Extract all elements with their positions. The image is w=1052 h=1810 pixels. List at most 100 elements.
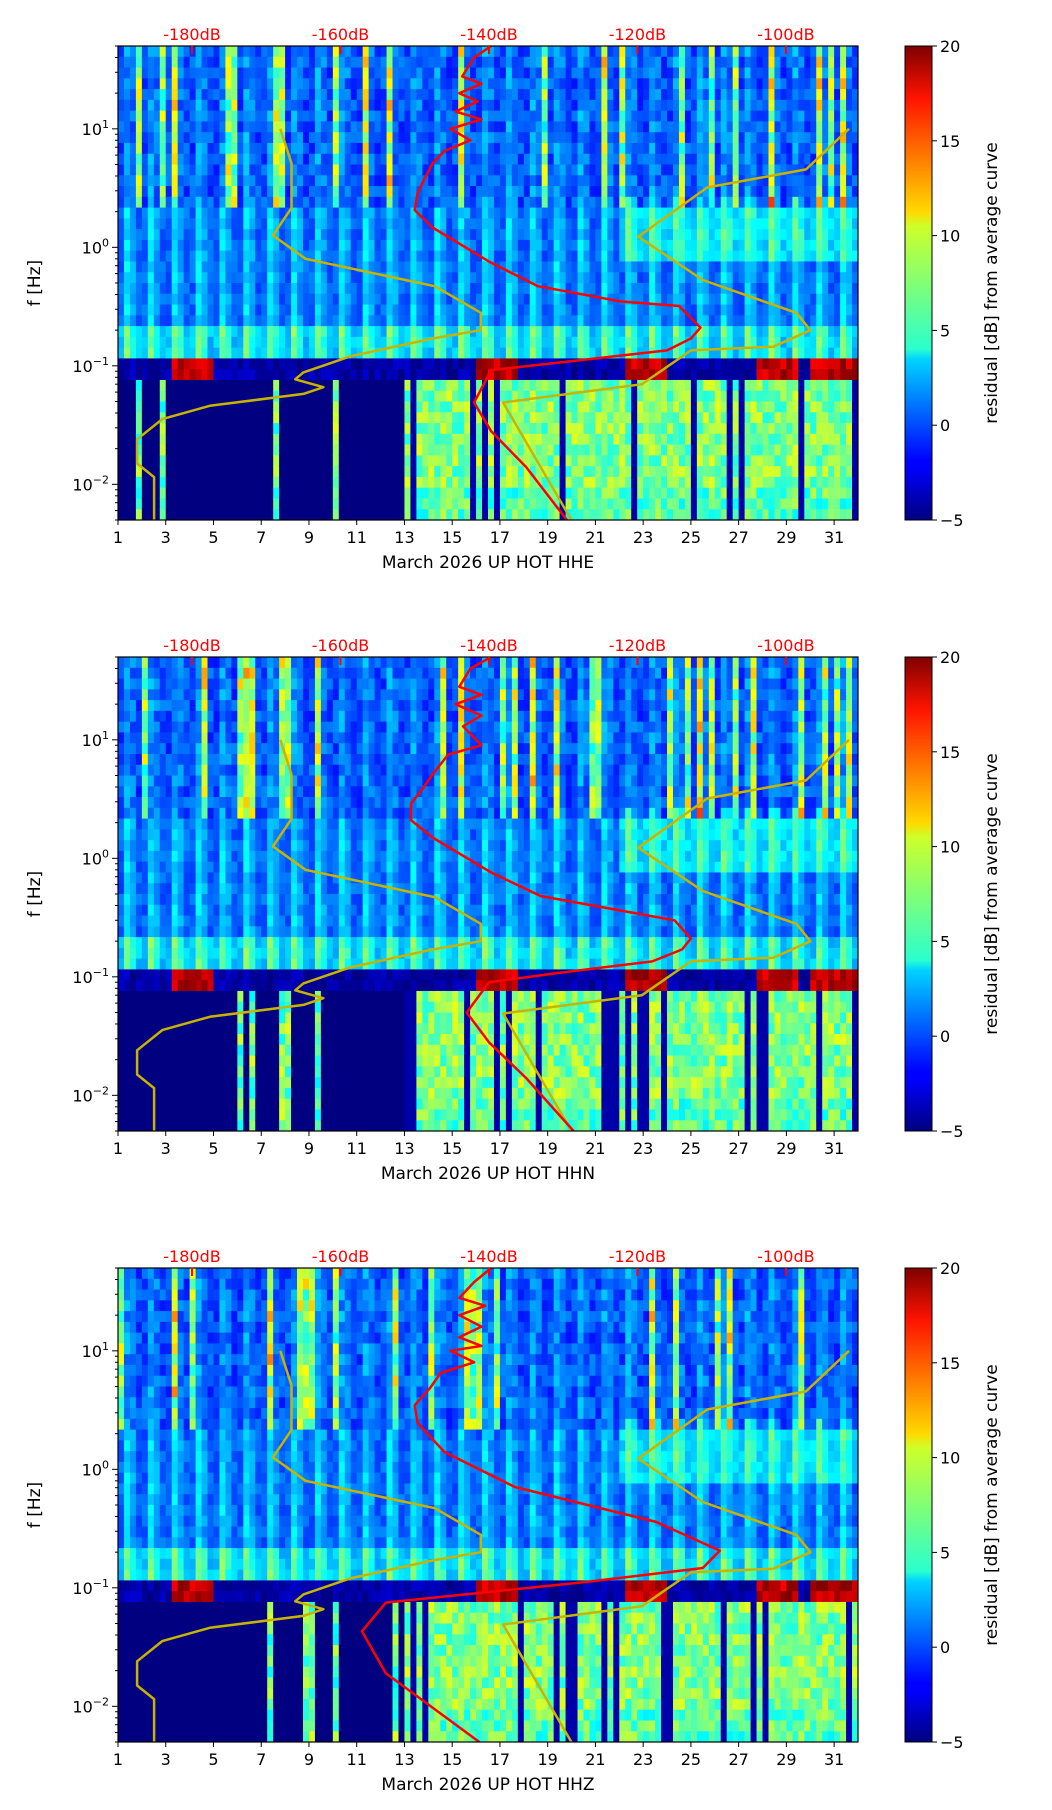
spectrogram-cell — [566, 165, 573, 176]
spectrogram-cell — [619, 132, 626, 143]
spectrogram-cell — [619, 261, 626, 272]
spectrogram-cell — [160, 369, 167, 380]
spectrogram-cell — [184, 78, 191, 89]
spectrogram-cell — [578, 186, 585, 197]
spectrogram-cell — [667, 412, 674, 423]
spectrogram-cell — [428, 111, 435, 122]
spectrogram-cell — [691, 132, 698, 143]
spectrogram-cell — [566, 121, 573, 132]
spectrogram-cell — [536, 251, 543, 262]
spectrogram-cell — [363, 46, 370, 57]
spectrogram-cell — [709, 261, 716, 272]
spectrogram-cell — [613, 197, 620, 208]
spectrogram-cell — [673, 369, 680, 380]
spectrogram-cell — [202, 229, 209, 240]
spectrogram-cell — [369, 100, 376, 111]
spectrogram-cell — [291, 358, 298, 369]
spectrogram-cell — [267, 143, 274, 154]
spectrogram-cell — [727, 498, 734, 509]
spectrogram-cell — [225, 175, 232, 186]
spectrogram-cell — [583, 261, 590, 272]
spectrogram-cell — [154, 272, 161, 283]
spectrogram-cell — [589, 455, 596, 466]
spectrogram-cell — [703, 369, 710, 380]
spectrogram-cell — [458, 466, 465, 477]
spectrogram-cell — [291, 68, 298, 79]
spectrogram-cell — [130, 89, 137, 100]
spectrogram-cell — [739, 57, 746, 68]
spectrogram-cell — [733, 218, 740, 229]
spectrogram-cell — [255, 78, 262, 89]
spectrogram-cell — [410, 412, 417, 423]
spectrogram-cell — [715, 445, 722, 456]
spectrogram-cell — [208, 186, 215, 197]
spectrogram-cell — [518, 380, 525, 391]
spectrogram-cell — [160, 154, 167, 165]
spectrogram-cell — [721, 477, 728, 488]
spectrogram-cell — [387, 111, 394, 122]
spectrogram-cell — [124, 208, 131, 219]
spectrogram-cell — [291, 348, 298, 359]
spectrogram-cell — [631, 208, 638, 219]
spectrogram-cell — [613, 272, 620, 283]
spectrogram-cell — [578, 154, 585, 165]
spectrogram-cell — [595, 402, 602, 413]
spectrogram-cell — [339, 89, 346, 100]
spectrogram-cell — [458, 57, 465, 68]
spectrogram-cell — [279, 68, 286, 79]
spectrogram-cell — [225, 380, 232, 391]
spectrogram-cell — [446, 165, 453, 176]
spectrogram-cell — [142, 132, 149, 143]
spectrogram-cell — [572, 509, 579, 520]
spectrogram-cell — [124, 423, 131, 434]
spectrogram-cell — [333, 132, 340, 143]
spectrogram-cell — [739, 46, 746, 57]
spectrogram-cell — [291, 412, 298, 423]
spectrogram-cell — [685, 100, 692, 111]
spectrogram-cell — [679, 391, 686, 402]
spectrogram-cell — [488, 154, 495, 165]
spectrogram-cell — [631, 466, 638, 477]
spectrogram-cell — [321, 509, 328, 520]
spectrogram-cell — [422, 466, 429, 477]
spectrogram-cell — [768, 132, 775, 143]
spectrogram-cell — [237, 283, 244, 294]
spectrogram-cell — [786, 46, 793, 57]
spectrogram-cell — [595, 315, 602, 326]
spectrogram-cell — [530, 337, 537, 348]
spectrogram-cell — [697, 251, 704, 262]
spectrogram-cell — [601, 89, 608, 100]
spectrogram-cell — [709, 78, 716, 89]
spectrogram-cell — [583, 143, 590, 154]
spectrogram-cell — [148, 380, 155, 391]
spectrogram-cell — [375, 423, 382, 434]
spectrogram-cell — [595, 498, 602, 509]
spectrogram-cell — [512, 46, 519, 57]
spectrogram-cell — [291, 445, 298, 456]
spectrogram-cell — [667, 283, 674, 294]
spectrogram-cell — [524, 208, 531, 219]
spectrogram-cell — [369, 111, 376, 122]
spectrogram-cell — [196, 369, 203, 380]
spectrogram-cell — [357, 412, 364, 423]
spectrogram-cell — [655, 380, 662, 391]
spectrogram-cell — [500, 165, 507, 176]
spectrogram-cell — [667, 197, 674, 208]
spectrogram-cell — [154, 434, 161, 445]
spectrogram-cell — [213, 423, 220, 434]
spectrogram-cell — [470, 423, 477, 434]
spectrogram-cell — [434, 466, 441, 477]
spectrogram-cell — [118, 326, 125, 337]
spectrogram-cell — [751, 218, 758, 229]
spectrogram-cell — [745, 218, 752, 229]
spectrogram-cell — [625, 369, 632, 380]
spectrogram-cell — [697, 402, 704, 413]
spectrogram-cell — [601, 305, 608, 316]
spectrogram-cell — [542, 315, 549, 326]
spectrogram-cell — [118, 165, 125, 176]
spectrogram-cell — [208, 143, 215, 154]
spectrogram-cell — [393, 218, 400, 229]
spectrogram-cell — [136, 175, 143, 186]
spectrogram-cell — [363, 315, 370, 326]
spectrogram-cell — [727, 477, 734, 488]
